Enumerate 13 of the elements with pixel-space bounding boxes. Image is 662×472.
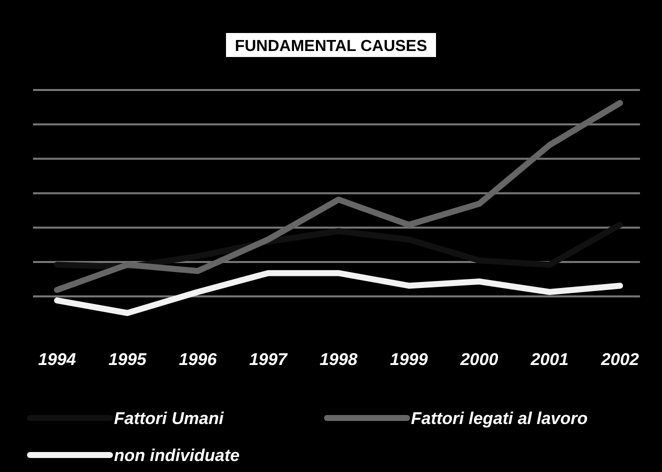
x-tick-label: 2000 [459, 350, 499, 369]
x-tick-label: 2002 [600, 350, 640, 369]
x-tick-label: 1995 [108, 350, 147, 369]
x-tick-label: 2001 [530, 350, 569, 369]
x-tick-label: 1998 [320, 350, 358, 369]
x-tick-label: 1999 [390, 350, 428, 369]
chart-title: FUNDAMENTAL CAUSES [234, 38, 428, 55]
x-tick-label: 1994 [38, 350, 76, 369]
x-tick-label: 1997 [249, 350, 289, 369]
legend-label: Fattori Umani [114, 409, 225, 428]
x-tick-label: 1996 [178, 350, 218, 369]
legend-label: non individuate [114, 446, 240, 465]
legend-label: Fattori legati al lavoro [411, 409, 588, 428]
